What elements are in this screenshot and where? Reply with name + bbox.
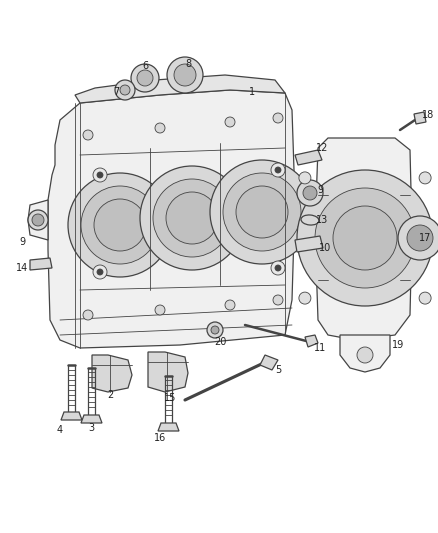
Ellipse shape xyxy=(301,215,319,225)
Circle shape xyxy=(211,326,219,334)
Circle shape xyxy=(419,172,431,184)
Polygon shape xyxy=(340,335,390,372)
Circle shape xyxy=(357,347,373,363)
Text: 12: 12 xyxy=(316,143,328,153)
Circle shape xyxy=(131,64,159,92)
Circle shape xyxy=(315,188,415,288)
Text: 15: 15 xyxy=(164,393,176,403)
Circle shape xyxy=(419,292,431,304)
Polygon shape xyxy=(148,352,188,392)
Text: 14: 14 xyxy=(16,263,28,273)
Circle shape xyxy=(97,172,103,178)
Circle shape xyxy=(68,173,172,277)
Circle shape xyxy=(83,310,93,320)
Circle shape xyxy=(81,186,159,264)
Circle shape xyxy=(137,70,153,86)
Circle shape xyxy=(28,210,48,230)
Circle shape xyxy=(225,117,235,127)
Text: 8: 8 xyxy=(185,59,191,69)
Polygon shape xyxy=(305,335,318,347)
Circle shape xyxy=(271,163,285,177)
Text: 3: 3 xyxy=(88,423,94,433)
Circle shape xyxy=(93,168,107,182)
Circle shape xyxy=(303,186,317,200)
Circle shape xyxy=(155,123,165,133)
Circle shape xyxy=(333,206,397,270)
Circle shape xyxy=(97,269,103,275)
Circle shape xyxy=(120,85,130,95)
Circle shape xyxy=(225,300,235,310)
Polygon shape xyxy=(414,112,426,124)
Text: 18: 18 xyxy=(422,110,434,120)
Circle shape xyxy=(297,180,323,206)
Text: 4: 4 xyxy=(57,425,63,435)
Circle shape xyxy=(273,295,283,305)
Polygon shape xyxy=(315,138,412,340)
Circle shape xyxy=(166,192,218,244)
Text: 16: 16 xyxy=(154,433,166,443)
Circle shape xyxy=(275,265,281,271)
Text: 9: 9 xyxy=(19,237,25,247)
Circle shape xyxy=(407,225,433,251)
Text: 1: 1 xyxy=(249,87,255,97)
Text: 11: 11 xyxy=(314,343,326,353)
Circle shape xyxy=(299,292,311,304)
Circle shape xyxy=(236,186,288,238)
Circle shape xyxy=(271,261,285,275)
Circle shape xyxy=(93,265,107,279)
Text: 7: 7 xyxy=(113,87,119,97)
Circle shape xyxy=(207,322,223,338)
Text: 20: 20 xyxy=(214,337,226,347)
Text: 19: 19 xyxy=(392,340,404,350)
Circle shape xyxy=(223,173,301,251)
Polygon shape xyxy=(30,258,52,270)
Text: 9: 9 xyxy=(317,185,323,195)
Polygon shape xyxy=(295,150,322,165)
Circle shape xyxy=(398,216,438,260)
Circle shape xyxy=(115,80,135,100)
Circle shape xyxy=(275,167,281,173)
Circle shape xyxy=(94,199,146,251)
Circle shape xyxy=(153,179,231,257)
Circle shape xyxy=(83,130,93,140)
Text: 10: 10 xyxy=(319,243,331,253)
Polygon shape xyxy=(61,412,82,420)
Polygon shape xyxy=(28,200,48,240)
Circle shape xyxy=(210,160,314,264)
Text: 17: 17 xyxy=(419,233,431,243)
Circle shape xyxy=(167,57,203,93)
Circle shape xyxy=(32,214,44,226)
Circle shape xyxy=(299,172,311,184)
Circle shape xyxy=(297,170,433,306)
Text: 5: 5 xyxy=(275,365,281,375)
Circle shape xyxy=(174,64,196,86)
Text: 2: 2 xyxy=(107,390,113,400)
Polygon shape xyxy=(260,355,278,370)
Text: 6: 6 xyxy=(142,61,148,71)
Polygon shape xyxy=(158,423,179,431)
Circle shape xyxy=(273,113,283,123)
Polygon shape xyxy=(295,236,323,252)
Polygon shape xyxy=(75,75,285,103)
Polygon shape xyxy=(48,90,295,348)
Circle shape xyxy=(155,305,165,315)
Circle shape xyxy=(140,166,244,270)
Polygon shape xyxy=(81,415,102,423)
Text: 13: 13 xyxy=(316,215,328,225)
Polygon shape xyxy=(92,355,132,392)
